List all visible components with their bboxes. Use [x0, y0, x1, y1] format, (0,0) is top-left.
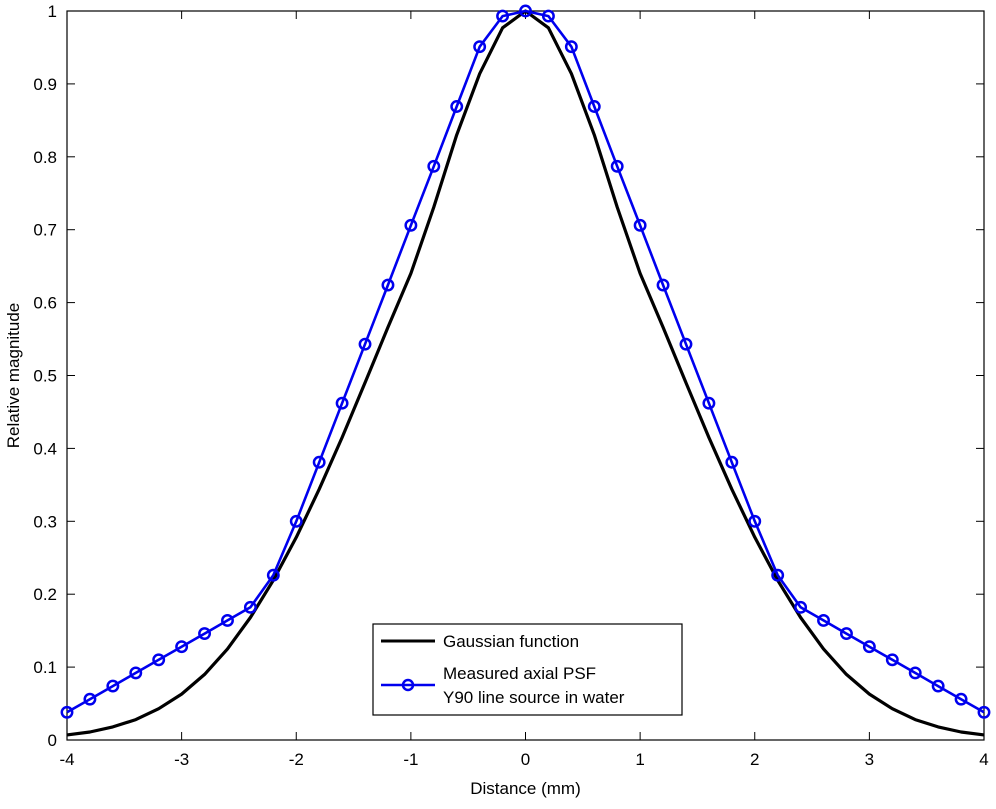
y-tick-label: 0: [48, 731, 57, 750]
x-tick-label: -2: [289, 750, 304, 769]
data-point-measured: [312, 455, 326, 469]
data-point-measured: [60, 705, 74, 719]
data-point-measured: [266, 568, 280, 582]
legend-label-measured-line2: Y90 line source in water: [443, 688, 625, 707]
series-layer: [60, 4, 991, 737]
data-point-measured: [404, 218, 418, 232]
x-tick-label: 3: [865, 750, 874, 769]
data-point-measured: [519, 4, 532, 18]
data-point-measured: [129, 666, 143, 680]
legend-box: [372, 623, 683, 716]
series-line-measured: [66, 9, 985, 714]
data-point-measured: [862, 640, 876, 654]
y-axis-label: Relative magnitude: [4, 303, 23, 449]
y-tick-label: 1: [48, 2, 57, 21]
data-point-measured: [198, 627, 212, 641]
data-point-measured: [496, 9, 510, 23]
y-tick-label: 0.2: [33, 585, 57, 604]
legend-label-measured: Measured axial PSF: [443, 664, 596, 683]
y-tick-label: 0.6: [33, 294, 57, 313]
data-point-measured: [954, 692, 968, 706]
legend-label-gaussian: Gaussian function: [443, 632, 579, 651]
data-point-measured: [427, 159, 441, 173]
data-point-measured: [450, 100, 464, 113]
data-point-measured: [725, 455, 739, 469]
data-point-measured: [152, 653, 166, 667]
x-tick-label: 1: [635, 750, 644, 769]
data-point-measured: [106, 679, 120, 693]
data-point-measured: [564, 40, 578, 54]
data-point-measured: [289, 514, 303, 528]
data-point-measured: [748, 514, 762, 528]
data-point-measured: [221, 613, 234, 627]
data-point-measured: [587, 100, 601, 113]
data-point-measured: [473, 40, 487, 54]
data-point-measured: [541, 9, 555, 23]
x-tick-label: 4: [979, 750, 988, 769]
data-point-measured: [931, 679, 945, 693]
data-point-measured: [679, 337, 693, 351]
x-tick-label: -3: [174, 750, 189, 769]
data-point-measured: [243, 600, 257, 614]
data-point-measured: [702, 396, 716, 410]
data-point-measured: [83, 692, 97, 706]
x-tick-label: -4: [59, 750, 74, 769]
data-point-measured: [381, 278, 395, 292]
x-tick-label: 2: [750, 750, 759, 769]
data-point-measured: [175, 640, 189, 654]
y-tick-label: 0.8: [33, 148, 57, 167]
legend-marker-measured: [401, 678, 415, 692]
data-point-measured: [908, 666, 922, 680]
y-tick-label: 0.7: [33, 221, 57, 240]
data-point-measured: [794, 600, 808, 614]
y-tick-label: 0.1: [33, 658, 57, 677]
data-point-measured: [817, 613, 830, 627]
legend: Gaussian function Measured axial PSF Y90…: [372, 623, 683, 716]
data-point-measured: [840, 627, 853, 641]
data-point-measured: [885, 653, 899, 667]
data-point-measured: [656, 278, 670, 292]
data-point-measured: [977, 705, 991, 719]
x-axis-label: Distance (mm): [470, 779, 581, 798]
y-tick-label: 0.9: [33, 75, 57, 94]
y-tick-label: 0.3: [33, 512, 57, 531]
y-tick-label: 0.4: [33, 439, 57, 458]
data-point-measured: [771, 568, 785, 582]
data-point-measured: [610, 159, 624, 173]
data-point-measured: [358, 337, 372, 351]
data-point-measured: [633, 218, 647, 232]
data-point-measured: [335, 396, 349, 410]
x-tick-label: 0: [521, 750, 530, 769]
y-tick-label: 0.5: [33, 367, 57, 386]
x-tick-label: -1: [403, 750, 418, 769]
